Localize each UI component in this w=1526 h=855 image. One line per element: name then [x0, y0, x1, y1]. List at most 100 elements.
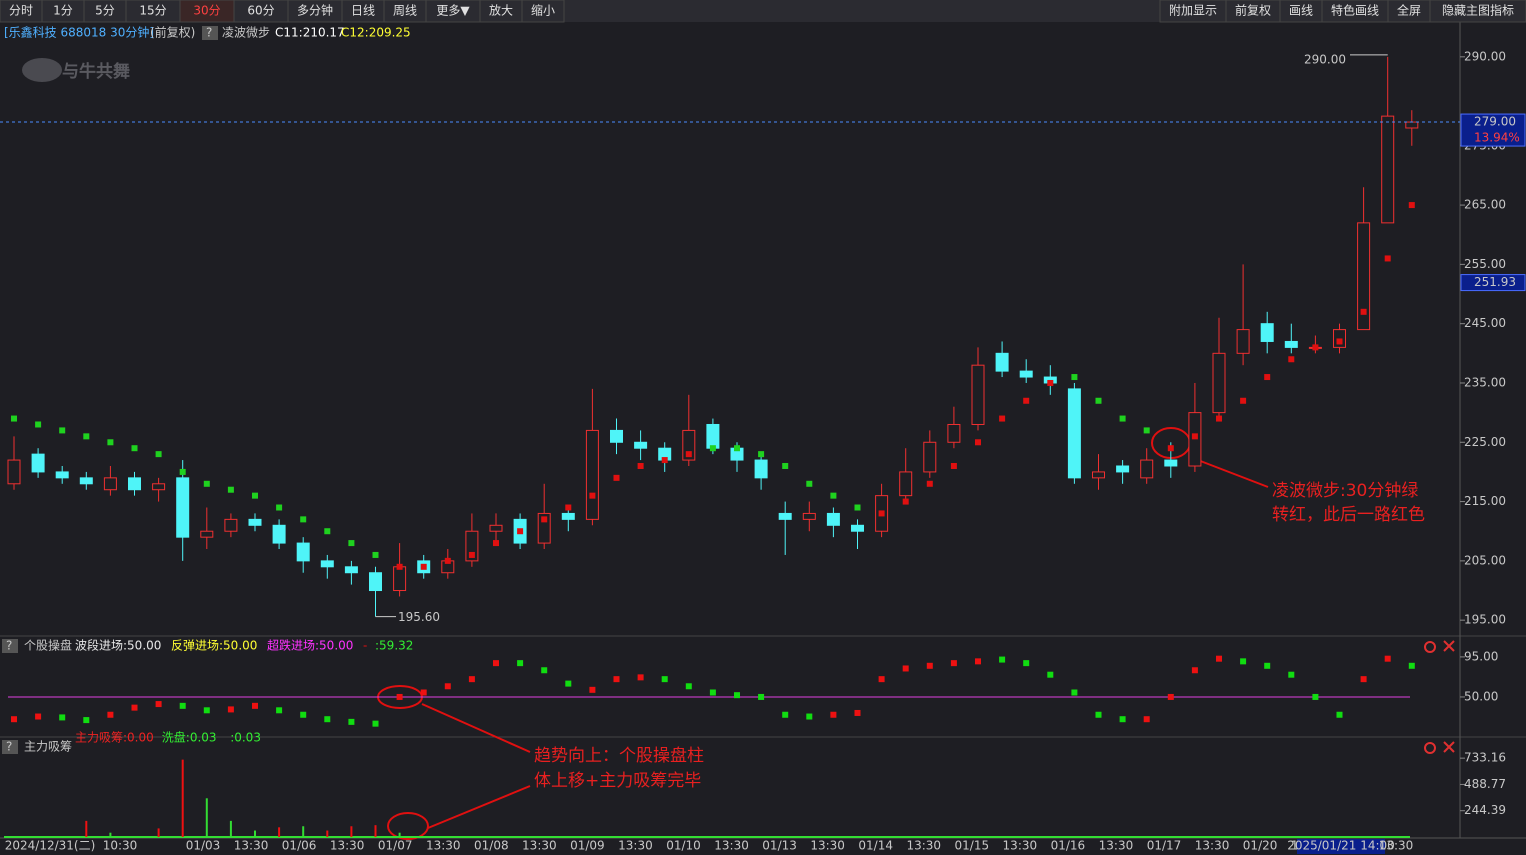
trend-dot [348, 540, 355, 547]
candle-body [971, 364, 985, 425]
signal-bar [878, 676, 885, 683]
x-tick-label: 13:30 [1099, 839, 1134, 853]
signal-bar [830, 711, 837, 718]
candle-body [369, 572, 382, 592]
help-icon[interactable] [202, 26, 218, 40]
signal-bar [372, 720, 379, 727]
annotation: 体上移+主力吸筹完毕 [534, 771, 701, 791]
candle-body [320, 560, 334, 568]
trend-dot [107, 439, 114, 446]
x-tick-label: 13:30 [810, 839, 845, 853]
toolbar-label: 隐藏主图指标 [1442, 3, 1514, 18]
candle-body [706, 423, 720, 449]
trend-dot [59, 427, 66, 434]
trend-dot [975, 439, 981, 446]
trend-dot [396, 563, 403, 570]
settings-icon[interactable] [1424, 742, 1436, 754]
candle-body [1116, 465, 1130, 473]
trend-dot [35, 421, 42, 428]
legend: 反弹进场:50.00 [171, 639, 257, 653]
trend-dot [324, 528, 331, 535]
trend-dot [589, 492, 596, 499]
trend-dot [517, 528, 524, 535]
x-tick-label: 13:30 [522, 839, 557, 853]
candle-body [79, 477, 93, 485]
x-tick-label: 13:30 [234, 839, 269, 853]
logo [22, 58, 62, 82]
signal-bar [179, 702, 186, 709]
trend-dot [854, 504, 861, 511]
signal-bar [758, 693, 765, 700]
x-tick-label: 01/15 [955, 839, 990, 853]
candle-body [103, 477, 117, 491]
signal-bar [782, 711, 789, 718]
settings-icon[interactable] [1424, 641, 1436, 653]
toolbar-label: 画线 [1289, 4, 1313, 18]
y-tick-label: 255.00 [1464, 257, 1506, 271]
toolbar-label: 1分 [53, 4, 73, 18]
annotation: 转红，此后一路红色 [1272, 505, 1425, 525]
toolbar-label: 附加显示 [1169, 4, 1217, 18]
panel-icons[interactable] [1424, 640, 1455, 754]
trend-dot [637, 462, 644, 469]
candle-body [1260, 323, 1274, 342]
help-icon[interactable] [2, 639, 18, 653]
signal-bar [1143, 716, 1150, 723]
x-tick-label: 13:30 [1003, 839, 1038, 853]
trend-dot [1167, 445, 1174, 452]
signal-bar [420, 689, 427, 696]
candle-body [851, 524, 864, 532]
y-tick-label: 225.00 [1464, 435, 1506, 449]
annotation-arrow [427, 785, 531, 829]
toolbar-label: 缩小 [531, 3, 555, 18]
toolbar-label: 放大 [489, 3, 513, 18]
y-tick-label: 215.00 [1464, 494, 1506, 508]
signal-bar [854, 709, 861, 716]
candle-body [31, 453, 45, 473]
toolbar-button[interactable] [521, 0, 565, 23]
candle-body [200, 530, 214, 538]
y-tick-label: 245.00 [1464, 316, 1506, 330]
price-tag-label: 251.93 [1474, 275, 1516, 289]
trend-dot [1312, 344, 1319, 351]
y-tick-label: 235.00 [1464, 375, 1506, 389]
legend: 主力吸筹:0.00 [75, 731, 154, 745]
legend: C11:210.17 [275, 26, 345, 40]
toolbar-label: 更多▼ [436, 4, 470, 18]
toolbar-button[interactable] [1159, 0, 1227, 23]
trend-dot [758, 451, 765, 458]
toolbar-label: 分时 [9, 4, 33, 18]
trend-dot [1336, 338, 1343, 345]
trend-dot [493, 540, 499, 547]
x-tick-label: 13:30 [426, 839, 461, 853]
close-icon[interactable] [1443, 741, 1455, 753]
candle-body [995, 352, 1009, 372]
annotation: 趋势向上：个股操盘柱 [534, 746, 704, 766]
legend: - [363, 639, 367, 653]
trend-dot [468, 551, 475, 558]
y-tick-label: 50.00 [1464, 689, 1498, 703]
x-tick-label: 13:30 [330, 839, 365, 853]
trend-dot [1119, 415, 1126, 422]
y-tick-label: 265.00 [1464, 198, 1506, 212]
signal-bar [444, 683, 451, 690]
toolbar-label: 5分 [95, 4, 115, 18]
x-tick-label: 01/17 [1147, 839, 1182, 853]
candle-body [296, 542, 310, 562]
signal-bar [1240, 658, 1247, 665]
high-label: 290.00 [1304, 52, 1346, 66]
signal-bar [517, 660, 524, 667]
x-tick-label: 13:30 [1379, 839, 1414, 853]
candle-body [1019, 370, 1033, 378]
close-icon[interactable] [1443, 640, 1455, 652]
signal-bar [709, 689, 716, 696]
help-icon[interactable] [2, 740, 18, 754]
candle-body [585, 429, 599, 520]
trend-dot [878, 510, 885, 517]
x-tick-label: 01/09 [570, 839, 605, 853]
trend-dot [1240, 397, 1247, 404]
trend-dot [613, 474, 620, 481]
candle-body [1067, 388, 1081, 479]
x-tick-label: 13:30 [618, 839, 653, 853]
signal-bar [131, 704, 138, 711]
